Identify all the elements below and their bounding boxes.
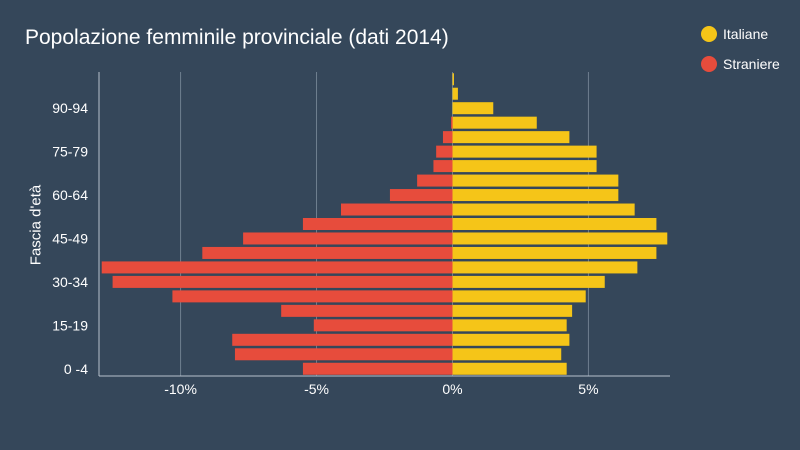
bar-straniere-15[interactable] — [436, 145, 453, 158]
y-tick-label-2: 30-34 — [52, 274, 88, 290]
y-tick-label-1: 15-19 — [52, 317, 88, 333]
bar-straniere-5[interactable] — [172, 290, 453, 303]
bar-italiane-20[interactable] — [452, 73, 454, 86]
y-tick-label-4: 60-64 — [52, 187, 88, 203]
bar-italiane-10[interactable] — [452, 218, 657, 230]
y-tick-label-0: 0 -4 — [64, 361, 88, 377]
bar-italiane-8[interactable] — [452, 246, 657, 259]
legend-item-straniere[interactable]: Straniere — [701, 54, 780, 74]
bar-italiane-2[interactable] — [452, 333, 570, 346]
legend-label-straniere: Straniere — [723, 56, 780, 72]
bar-italiane-4[interactable] — [452, 304, 573, 317]
bar-straniere-6[interactable] — [112, 275, 453, 288]
bar-straniere-12[interactable] — [389, 189, 453, 202]
bar-straniere-17[interactable] — [451, 116, 453, 129]
bar-straniere-0[interactable] — [302, 362, 453, 375]
legend-item-italiane[interactable]: Italiane — [701, 24, 780, 44]
legend-swatch-straniere — [701, 56, 717, 72]
x-tick-label-2: 0% — [442, 381, 462, 397]
legend-swatch-italiane — [701, 26, 717, 42]
x-tick-label-3: 5% — [578, 381, 598, 397]
bar-italiane-3[interactable] — [452, 319, 567, 332]
bar-italiane-14[interactable] — [452, 160, 597, 173]
chart-title: Popolazione femminile provinciale (dati … — [25, 26, 449, 49]
y-tick-label-6: 90-94 — [52, 100, 88, 116]
y-tick-label-3: 45-49 — [52, 230, 88, 246]
bar-straniere-1[interactable] — [234, 348, 453, 361]
bar-italiane-0[interactable] — [452, 362, 567, 375]
bar-italiane-13[interactable] — [452, 174, 619, 187]
legend-label-italiane: Italiane — [723, 26, 769, 42]
bar-italiane-15[interactable] — [452, 145, 597, 158]
bar-straniere-4[interactable] — [281, 304, 453, 317]
bar-italiane-16[interactable] — [452, 131, 570, 144]
bar-straniere-10[interactable] — [302, 218, 453, 230]
bar-straniere-3[interactable] — [313, 319, 453, 332]
bar-straniere-8[interactable] — [202, 246, 453, 259]
bar-straniere-9[interactable] — [243, 232, 453, 245]
bar-straniere-14[interactable] — [433, 160, 453, 173]
bar-straniere-2[interactable] — [232, 333, 453, 346]
bar-italiane-6[interactable] — [452, 275, 605, 288]
y-tick-label-5: 75-79 — [52, 144, 88, 160]
bar-italiane-9[interactable] — [452, 232, 668, 245]
x-tick-label-0: -10% — [164, 381, 197, 397]
bar-straniere-7[interactable] — [101, 261, 453, 274]
x-tick-label-1: -5% — [304, 381, 329, 397]
bar-italiane-17[interactable] — [452, 116, 537, 129]
bar-straniere-11[interactable] — [340, 203, 453, 216]
bar-italiane-12[interactable] — [452, 189, 619, 202]
bar-italiane-18[interactable] — [452, 102, 494, 115]
legend: Italiane Straniere — [701, 24, 780, 84]
bar-italiane-19[interactable] — [452, 87, 458, 100]
bar-straniere-13[interactable] — [417, 174, 453, 187]
bar-italiane-5[interactable] — [452, 290, 586, 303]
bar-straniere-16[interactable] — [442, 131, 453, 144]
bar-italiane-7[interactable] — [452, 261, 638, 274]
bar-italiane-11[interactable] — [452, 203, 635, 216]
bar-italiane-1[interactable] — [452, 348, 562, 361]
